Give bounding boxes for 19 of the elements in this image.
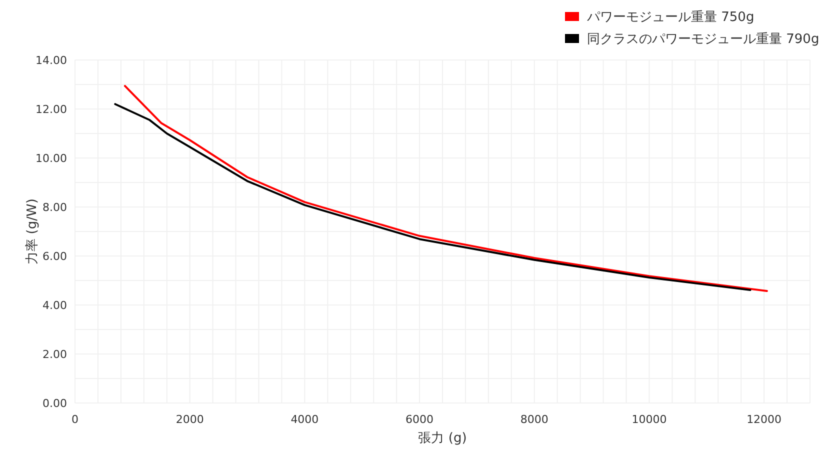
x-tick-label: 6000 — [406, 413, 434, 426]
y-tick-label: 14.00 — [36, 54, 67, 67]
x-tick-label: 4000 — [290, 413, 319, 426]
y-tick-label: 12.00 — [36, 103, 67, 116]
legend-label: パワーモジュール重量 750g — [586, 10, 754, 25]
x-tick-label: 10000 — [632, 413, 667, 426]
y-tick-label: 2.00 — [42, 348, 67, 361]
legend-label: 同クラスのパワーモジュール重量 790g — [587, 32, 820, 47]
y-tick-label: 0.00 — [42, 397, 67, 410]
y-tick-label: 4.00 — [42, 299, 67, 312]
y-axis-title: 力率 (g/W) — [24, 198, 40, 264]
y-tick-label: 8.00 — [42, 201, 67, 214]
x-axis-title: 張力 (g) — [418, 431, 467, 446]
y-tick-label: 10.00 — [36, 152, 67, 165]
y-tick-label: 6.00 — [42, 250, 67, 263]
x-tick-label: 0 — [72, 413, 78, 426]
x-tick-label: 8000 — [520, 413, 548, 426]
x-tick-label: 12000 — [746, 413, 782, 426]
x-tick-label: 2000 — [176, 413, 204, 426]
